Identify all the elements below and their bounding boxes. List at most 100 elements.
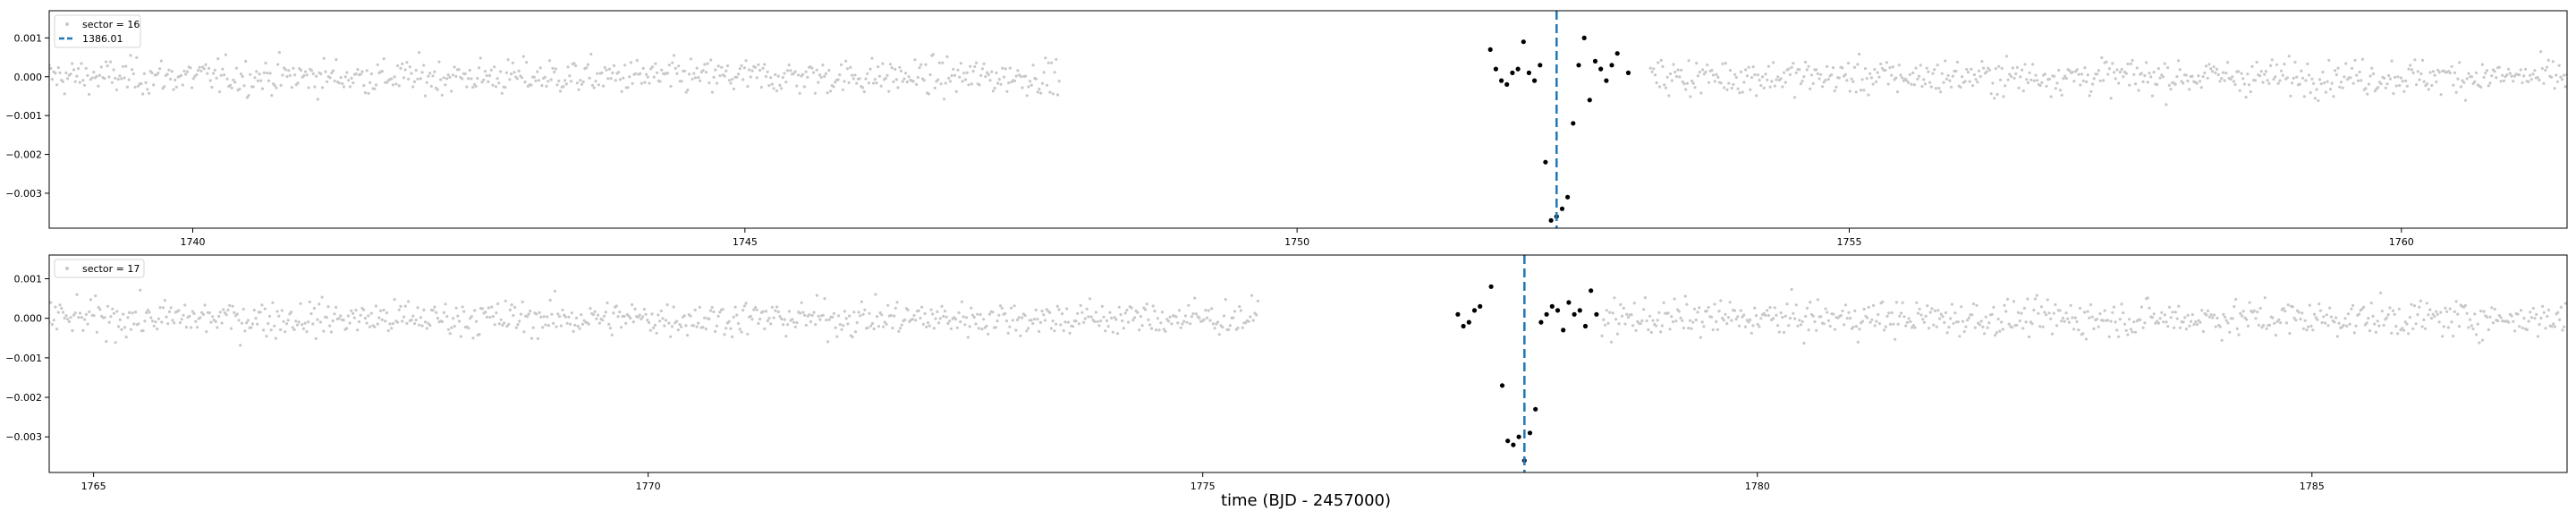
baseline-point — [2478, 341, 2481, 345]
baseline-point — [1815, 68, 1818, 72]
baseline-point — [2223, 79, 2226, 82]
baseline-point — [2178, 68, 2182, 72]
baseline-point — [1755, 94, 1758, 98]
baseline-point — [350, 76, 353, 80]
baseline-point — [558, 89, 563, 93]
baseline-point — [1863, 67, 1868, 71]
baseline-point — [467, 327, 470, 330]
baseline-point — [2174, 82, 2177, 86]
baseline-point — [92, 71, 96, 74]
baseline-point — [325, 316, 328, 319]
baseline-point — [2521, 326, 2524, 330]
baseline-point — [1236, 326, 1240, 330]
baseline-point — [834, 326, 837, 329]
baseline-point — [1187, 303, 1191, 307]
baseline-point — [1790, 65, 1793, 69]
baseline-point — [2264, 70, 2267, 73]
baseline-point — [2137, 89, 2140, 92]
baseline-point — [1831, 66, 1835, 70]
baseline-point — [496, 302, 500, 306]
baseline-point — [1657, 85, 1662, 89]
baseline-point — [296, 81, 300, 85]
baseline-point — [2371, 314, 2375, 318]
baseline-point — [219, 73, 223, 77]
baseline-point — [265, 335, 268, 338]
baseline-point — [525, 61, 529, 64]
baseline-point — [2184, 73, 2188, 77]
baseline-point — [2396, 332, 2400, 336]
baseline-point — [2071, 316, 2074, 319]
baseline-point — [1747, 65, 1750, 69]
baseline-point — [2126, 62, 2130, 66]
baseline-point — [963, 78, 968, 81]
baseline-point — [1753, 72, 1757, 77]
baseline-point — [1632, 302, 1636, 305]
baseline-point — [431, 309, 435, 312]
baseline-point — [834, 81, 837, 84]
baseline-point — [2247, 83, 2251, 87]
baseline-point — [2206, 309, 2210, 312]
baseline-point — [2132, 72, 2136, 76]
transit-point — [1533, 406, 1538, 412]
baseline-point — [2435, 80, 2438, 84]
baseline-point — [2403, 320, 2407, 324]
baseline-point — [143, 319, 147, 323]
baseline-point — [1945, 77, 1949, 81]
baseline-point — [2427, 88, 2430, 91]
baseline-point — [601, 84, 606, 88]
baseline-point — [440, 319, 445, 324]
baseline-point — [631, 320, 635, 324]
baseline-point — [1689, 95, 1692, 98]
baseline-point — [326, 80, 329, 83]
baseline-point — [125, 85, 130, 89]
baseline-point — [1119, 312, 1123, 317]
baseline-point — [1736, 87, 1740, 90]
baseline-point — [49, 301, 53, 304]
baseline-point — [914, 319, 918, 322]
baseline-point — [448, 75, 452, 80]
baseline-point — [2436, 68, 2440, 72]
baseline-point — [1984, 315, 1987, 319]
baseline-point — [1174, 315, 1178, 319]
baseline-point — [944, 81, 947, 85]
baseline-point — [744, 59, 748, 63]
baseline-point — [2561, 328, 2564, 332]
baseline-point — [301, 327, 305, 330]
baseline-point — [648, 81, 651, 85]
baseline-point — [1985, 70, 1988, 73]
baseline-point — [1687, 59, 1690, 63]
baseline-point — [275, 86, 278, 89]
baseline-point — [1182, 319, 1186, 323]
baseline-point — [597, 83, 601, 87]
baseline-point — [638, 313, 641, 317]
baseline-point — [1025, 329, 1029, 333]
baseline-point — [810, 66, 814, 70]
baseline-point — [2055, 81, 2059, 85]
baseline-point — [2060, 319, 2063, 323]
baseline-point — [1992, 305, 1996, 309]
baseline-point — [2272, 77, 2275, 81]
baseline-point — [1692, 307, 1697, 311]
baseline-point — [2497, 314, 2501, 318]
baseline-point — [1057, 308, 1061, 311]
baseline-point — [2301, 311, 2304, 315]
baseline-point — [196, 69, 200, 72]
baseline-point — [122, 312, 125, 316]
baseline-point — [1766, 78, 1769, 81]
baseline-point — [1250, 294, 1254, 297]
baseline-point — [209, 320, 213, 324]
baseline-point — [1651, 319, 1655, 322]
baseline-point — [2043, 72, 2046, 76]
baseline-point — [2322, 315, 2326, 319]
baseline-point — [420, 71, 424, 74]
baseline-point — [228, 303, 232, 307]
baseline-point — [267, 322, 270, 326]
baseline-point — [1674, 319, 1678, 323]
baseline-point — [884, 76, 887, 81]
transit-point — [1625, 70, 1631, 75]
baseline-point — [1804, 314, 1808, 319]
baseline-point — [767, 317, 771, 320]
baseline-point — [2397, 307, 2401, 311]
baseline-point — [1775, 313, 1778, 317]
baseline-point — [2499, 80, 2503, 83]
